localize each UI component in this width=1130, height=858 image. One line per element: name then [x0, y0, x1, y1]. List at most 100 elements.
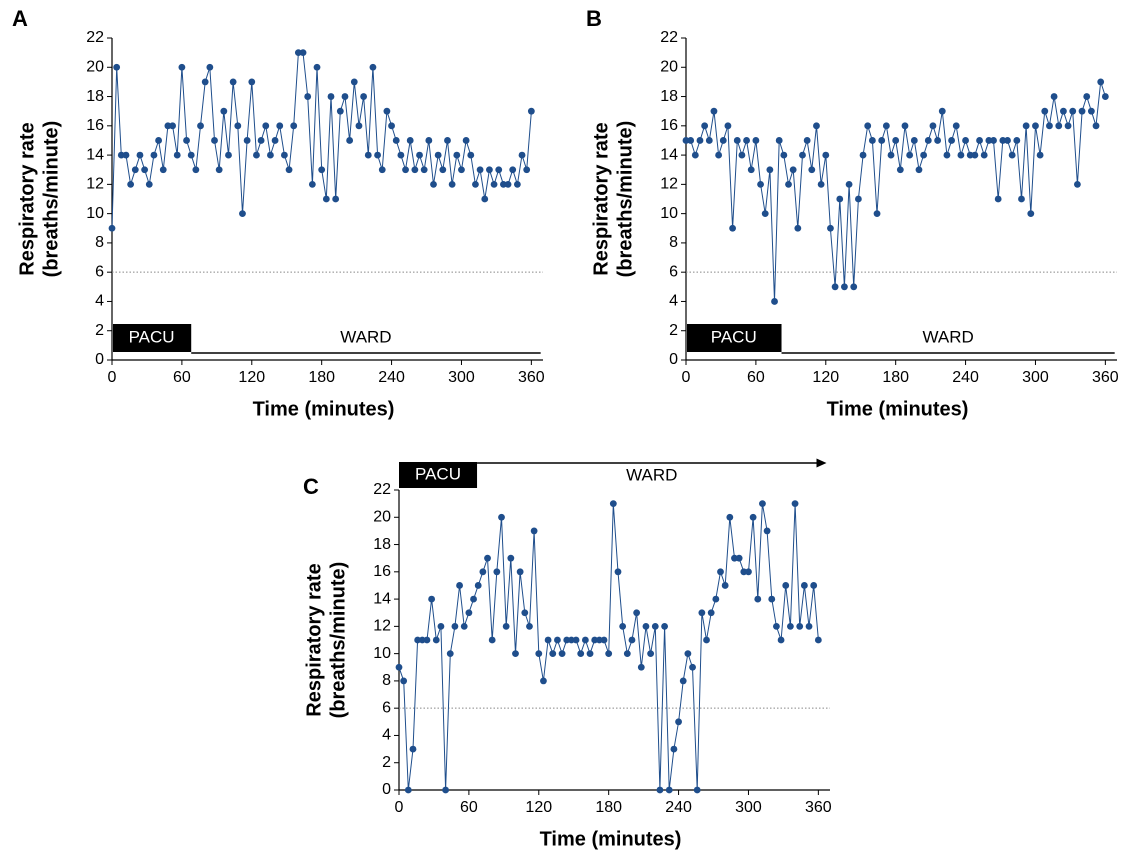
data-point	[948, 137, 955, 144]
x-tick-label: 120	[238, 369, 265, 386]
data-point	[1101, 93, 1109, 100]
data-point	[693, 786, 701, 794]
data-point	[707, 609, 715, 617]
data-point	[117, 151, 125, 159]
data-point	[749, 513, 757, 521]
x-tick-label: 120	[525, 799, 552, 816]
data-point	[155, 137, 162, 144]
data-line	[398, 503, 819, 791]
data-point	[465, 609, 473, 617]
data-point	[642, 622, 650, 630]
data-point	[549, 650, 557, 658]
data-point	[470, 595, 477, 603]
data-point	[416, 151, 423, 159]
y-axis-title: (breaths/minute)	[614, 121, 636, 278]
data-point	[313, 63, 321, 71]
data-point	[308, 180, 316, 188]
data-point	[1013, 137, 1021, 144]
data-point	[355, 122, 363, 130]
data-point	[752, 137, 760, 144]
data-point	[456, 582, 463, 589]
data-point	[675, 718, 682, 726]
data-point	[206, 63, 214, 71]
data-point	[1078, 107, 1086, 115]
data-point	[411, 166, 419, 174]
data-point	[490, 180, 498, 188]
arrow-head	[816, 458, 827, 468]
data-point	[794, 224, 802, 232]
data-point	[495, 166, 503, 174]
data-point	[684, 650, 692, 658]
data-point	[141, 166, 149, 174]
data-point	[733, 137, 741, 144]
data-point	[563, 636, 571, 644]
data-point	[488, 636, 496, 644]
y-tick-label: 8	[669, 234, 678, 251]
data-point	[540, 677, 547, 685]
data-point	[472, 180, 479, 188]
data-point	[423, 636, 431, 644]
data-point	[406, 137, 414, 144]
data-point	[493, 568, 501, 576]
data-point	[131, 166, 139, 174]
data-point	[1055, 122, 1063, 130]
data-point	[896, 166, 904, 174]
data-line	[686, 81, 1106, 302]
data-point	[715, 151, 723, 159]
data-point	[721, 582, 729, 589]
data-point	[481, 195, 489, 203]
data-point	[414, 636, 422, 644]
data-point	[768, 595, 776, 603]
data-point	[841, 283, 848, 291]
data-point	[1073, 180, 1081, 188]
data-point	[253, 151, 260, 159]
data-point	[462, 137, 470, 144]
data-point	[810, 582, 818, 589]
x-tick-label: 180	[595, 799, 622, 816]
data-point	[369, 63, 377, 71]
y-tick-label: 10	[86, 205, 104, 222]
data-point	[743, 137, 750, 144]
data-point	[498, 513, 505, 521]
data-point	[687, 137, 695, 144]
data-point	[327, 93, 335, 100]
data-point	[901, 122, 909, 130]
data-point	[1032, 122, 1039, 130]
data-point	[782, 582, 790, 589]
data-point	[924, 137, 932, 144]
data-point	[633, 609, 641, 617]
y-tick-label: 22	[373, 481, 391, 498]
x-tick-label: 180	[882, 369, 909, 386]
data-point	[458, 166, 465, 174]
data-point	[418, 636, 426, 644]
y-tick-label: 8	[382, 672, 391, 689]
data-point	[164, 122, 172, 130]
data-point	[757, 180, 764, 188]
data-point	[1087, 107, 1095, 115]
data-point	[420, 166, 428, 174]
data-point	[938, 107, 946, 115]
y-tick-label: 4	[669, 293, 678, 310]
data-point	[1036, 151, 1044, 159]
phase-label: WARD	[340, 327, 391, 346]
data-point	[789, 166, 797, 174]
data-point	[108, 224, 116, 232]
x-tick-label: 240	[378, 369, 405, 386]
data-point	[1069, 107, 1077, 115]
data-point	[136, 151, 144, 159]
data-point	[817, 180, 825, 188]
y-tick-label: 16	[660, 117, 678, 134]
data-point	[934, 137, 942, 144]
data-point	[476, 166, 484, 174]
data-point	[1097, 78, 1105, 86]
y-tick-label: 16	[373, 563, 391, 580]
y-tick-label: 2	[669, 322, 678, 339]
data-point	[572, 636, 580, 644]
data-point	[304, 93, 312, 100]
data-point	[299, 49, 307, 57]
data-point	[1092, 122, 1100, 130]
y-tick-label: 4	[95, 293, 104, 310]
y-axis-title: (breaths/minute)	[327, 562, 349, 719]
data-point	[805, 622, 813, 630]
